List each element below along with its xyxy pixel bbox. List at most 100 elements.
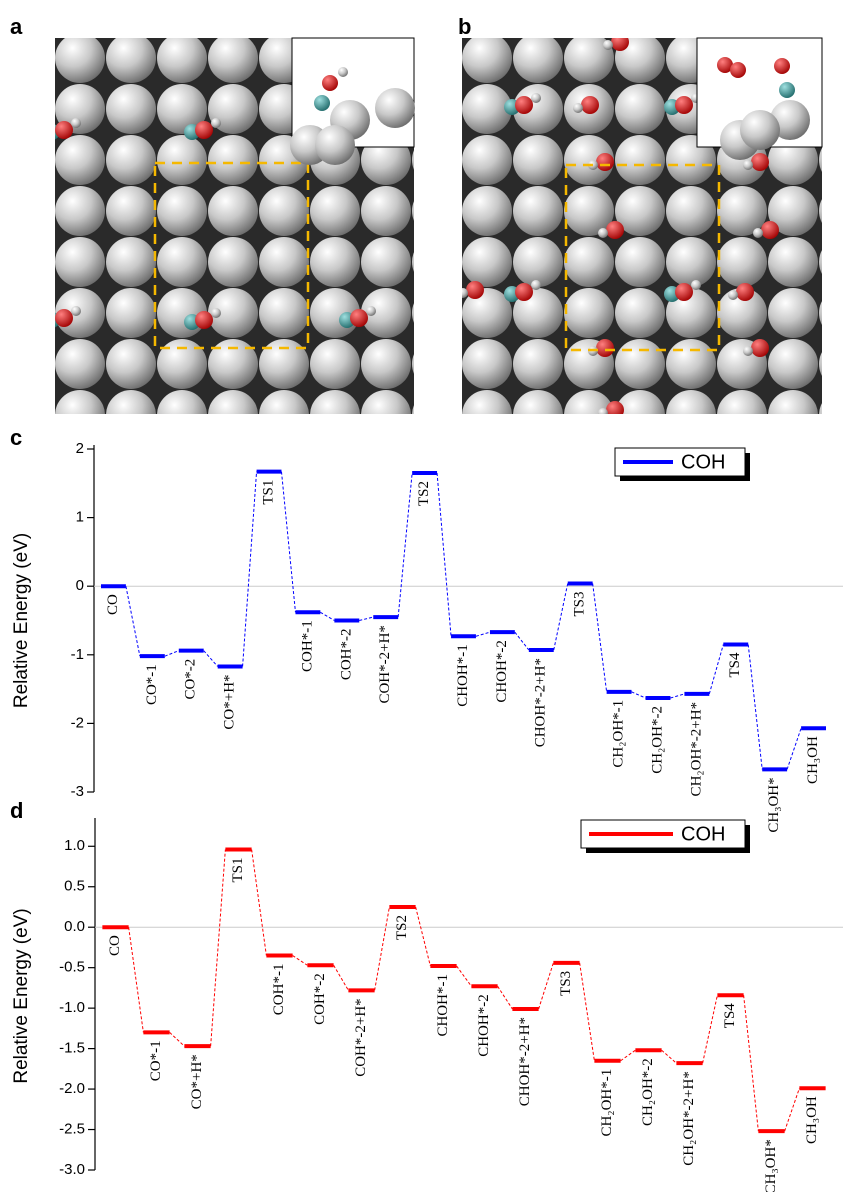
atom bbox=[513, 33, 563, 83]
atom bbox=[259, 0, 309, 32]
atom bbox=[106, 237, 156, 287]
level-label: CH₃OH* bbox=[766, 777, 782, 832]
panel-label: a bbox=[10, 14, 23, 39]
inset-oxygen bbox=[322, 75, 338, 91]
level-label: CHOH*-2+H* bbox=[517, 1017, 533, 1106]
level-label: TS2 bbox=[394, 915, 410, 940]
atom bbox=[55, 0, 105, 32]
hydrogen bbox=[366, 306, 376, 316]
atom bbox=[666, 237, 716, 287]
atom bbox=[564, 237, 614, 287]
y-tick-label: -3 bbox=[71, 783, 84, 800]
atom bbox=[819, 339, 843, 389]
y-tick-label: -2 bbox=[71, 714, 84, 731]
level-label: CO*+H* bbox=[222, 674, 238, 729]
panel-label: c bbox=[10, 425, 22, 450]
atom bbox=[208, 390, 258, 440]
atom bbox=[106, 390, 156, 440]
atom bbox=[411, 288, 461, 338]
atom bbox=[208, 135, 258, 185]
atom bbox=[157, 33, 207, 83]
atom bbox=[564, 0, 614, 32]
connector bbox=[457, 966, 472, 986]
connector bbox=[744, 995, 759, 1131]
atom bbox=[412, 390, 462, 440]
atom bbox=[157, 0, 207, 32]
atom bbox=[310, 339, 360, 389]
hydrogen bbox=[531, 93, 541, 103]
panel-label: b bbox=[458, 14, 471, 39]
atom bbox=[411, 33, 461, 83]
level-label: TS1 bbox=[260, 480, 276, 505]
connector bbox=[621, 1050, 636, 1061]
water-hydrogen bbox=[728, 290, 738, 300]
atom bbox=[412, 339, 462, 389]
atom bbox=[208, 441, 258, 491]
atom bbox=[411, 339, 461, 389]
atom bbox=[157, 237, 207, 287]
atom bbox=[310, 186, 360, 236]
atom bbox=[412, 135, 462, 185]
water-oxygen bbox=[736, 283, 754, 301]
level-label: TS3 bbox=[572, 591, 588, 616]
water-oxygen bbox=[581, 96, 599, 114]
connector bbox=[632, 692, 646, 698]
y-tick-label: -0.5 bbox=[59, 959, 85, 976]
inset-atom bbox=[740, 110, 780, 150]
atom bbox=[768, 237, 818, 287]
atom bbox=[462, 441, 512, 491]
atom bbox=[819, 33, 843, 83]
atom bbox=[259, 390, 309, 440]
level-label: CHOH*-2 bbox=[476, 994, 492, 1056]
hydrogen bbox=[71, 306, 81, 316]
atom bbox=[208, 237, 258, 287]
atom bbox=[157, 186, 207, 236]
surface-image bbox=[4, 0, 513, 491]
atom bbox=[819, 441, 843, 491]
connector bbox=[375, 907, 390, 990]
hydrogen bbox=[71, 118, 81, 128]
figure: a b cRelative Energy (eV)-3-2-1012COCO*-… bbox=[0, 0, 843, 1192]
atom bbox=[666, 390, 716, 440]
y-tick-label: -1.0 bbox=[59, 999, 85, 1016]
atom bbox=[106, 186, 156, 236]
atom bbox=[412, 288, 462, 338]
level-label: CH₂OH*-2 bbox=[649, 706, 665, 774]
level-label: COH*-2+H* bbox=[377, 625, 393, 703]
oxygen bbox=[195, 121, 213, 139]
atom bbox=[564, 390, 614, 440]
level-label: CHOH*-2+H* bbox=[533, 658, 549, 747]
atom bbox=[259, 237, 309, 287]
atom bbox=[412, 33, 462, 83]
atom bbox=[106, 339, 156, 389]
atom bbox=[412, 186, 462, 236]
connector bbox=[165, 651, 179, 656]
atom bbox=[208, 33, 258, 83]
atom bbox=[615, 0, 665, 32]
water-hydrogen bbox=[753, 228, 763, 238]
atom bbox=[55, 135, 105, 185]
level-label: CH₃OH bbox=[805, 736, 821, 784]
water-hydrogen bbox=[458, 288, 468, 298]
atom bbox=[462, 135, 512, 185]
level-label: CO*-1 bbox=[148, 1040, 164, 1081]
atom bbox=[513, 390, 563, 440]
oxygen bbox=[515, 96, 533, 114]
level-label: COH*-2+H* bbox=[353, 998, 369, 1076]
level-label: COH*-2 bbox=[312, 973, 328, 1025]
level-label: TS2 bbox=[416, 481, 432, 506]
y-tick-label: 0.5 bbox=[64, 878, 85, 895]
atom bbox=[666, 0, 716, 32]
connector bbox=[539, 963, 554, 1009]
level-label: CH₂OH*-1 bbox=[599, 1069, 615, 1137]
atom bbox=[106, 441, 156, 491]
connector bbox=[359, 617, 373, 620]
level-label: CO*+H* bbox=[189, 1054, 205, 1109]
connector bbox=[787, 728, 801, 769]
connector bbox=[593, 583, 607, 691]
atom bbox=[412, 237, 462, 287]
atom bbox=[4, 288, 54, 338]
y-axis-label: Relative Energy (eV) bbox=[11, 533, 32, 708]
atom bbox=[462, 390, 512, 440]
level-label: CH₂OH*-2+H* bbox=[681, 1071, 697, 1166]
